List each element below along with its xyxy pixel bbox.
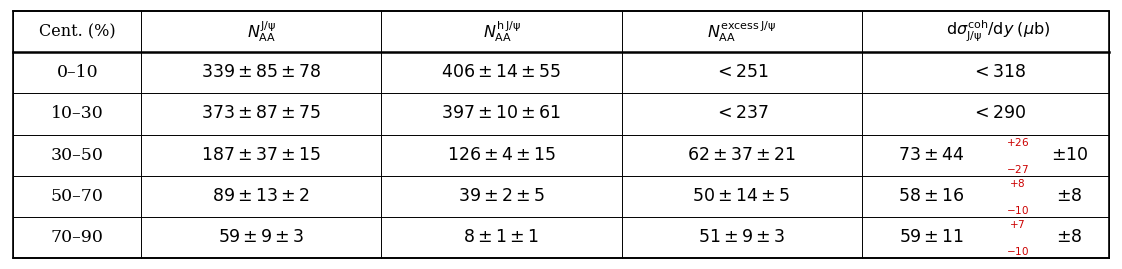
Text: $51 \pm 9 \pm 3$: $51 \pm 9 \pm 3$	[698, 229, 785, 246]
Text: $< 237$: $< 237$	[715, 105, 769, 122]
Text: $-10$: $-10$	[1006, 245, 1029, 257]
Text: $373 \pm 87 \pm 75$: $373 \pm 87 \pm 75$	[201, 105, 322, 122]
Text: $62 \pm 37 \pm 21$: $62 \pm 37 \pm 21$	[687, 147, 797, 164]
Text: $-27$: $-27$	[1006, 163, 1029, 175]
Text: $N_{\rm AA}^{\rm h\,J/\psi}$: $N_{\rm AA}^{\rm h\,J/\psi}$	[482, 19, 521, 44]
Text: $8 \pm 1 \pm 1$: $8 \pm 1 \pm 1$	[463, 229, 540, 246]
Text: $59 \pm 9 \pm 3$: $59 \pm 9 \pm 3$	[218, 229, 305, 246]
Text: $N_{\rm AA}^{\rm J/\psi}$: $N_{\rm AA}^{\rm J/\psi}$	[247, 19, 276, 44]
Text: ${\rm d}\sigma_{\rm J/\psi}^{\rm coh}/{\rm d}y\;(\mu{\rm b})$: ${\rm d}\sigma_{\rm J/\psi}^{\rm coh}/{\…	[946, 19, 1051, 44]
Text: $-10$: $-10$	[1006, 204, 1029, 216]
Text: $\pm 8$: $\pm 8$	[1056, 188, 1083, 205]
Text: $58 \pm 16$: $58 \pm 16$	[898, 188, 965, 205]
Text: $39 \pm 2 \pm 5$: $39 \pm 2 \pm 5$	[458, 188, 545, 205]
Text: $59 \pm 11$: $59 \pm 11$	[899, 229, 964, 246]
Text: 30–50: 30–50	[50, 147, 104, 164]
Text: $< 318$: $< 318$	[971, 64, 1027, 81]
Text: $187 \pm 37 \pm 15$: $187 \pm 37 \pm 15$	[201, 147, 322, 164]
Text: $\pm 10$: $\pm 10$	[1050, 147, 1088, 164]
Text: $406 \pm 14 \pm 55$: $406 \pm 14 \pm 55$	[441, 64, 562, 81]
Text: 0–10: 0–10	[56, 64, 99, 81]
Text: $339 \pm 85 \pm 78$: $339 \pm 85 \pm 78$	[201, 64, 322, 81]
Text: 10–30: 10–30	[50, 105, 104, 122]
Text: $50 \pm 14 \pm 5$: $50 \pm 14 \pm 5$	[692, 188, 791, 205]
Text: 70–90: 70–90	[50, 229, 104, 246]
Text: $397 \pm 10 \pm 61$: $397 \pm 10 \pm 61$	[441, 105, 562, 122]
Text: Cent. (%): Cent. (%)	[39, 23, 116, 40]
Text: $< 290$: $< 290$	[971, 105, 1027, 122]
Text: 50–70: 50–70	[50, 188, 104, 205]
Text: ${+7}$: ${+7}$	[1010, 218, 1026, 230]
Text: $\pm 8$: $\pm 8$	[1056, 229, 1083, 246]
Text: $< 251$: $< 251$	[715, 64, 769, 81]
Text: $73 \pm 44$: $73 \pm 44$	[898, 147, 965, 164]
Text: $N_{\rm AA}^{\rm excess\,J/\psi}$: $N_{\rm AA}^{\rm excess\,J/\psi}$	[707, 19, 776, 44]
Text: ${+8}$: ${+8}$	[1010, 177, 1026, 189]
Text: $126 \pm 4 \pm 15$: $126 \pm 4 \pm 15$	[447, 147, 557, 164]
Text: ${+26}$: ${+26}$	[1006, 136, 1029, 148]
Text: $89 \pm 13 \pm 2$: $89 \pm 13 \pm 2$	[212, 188, 311, 205]
